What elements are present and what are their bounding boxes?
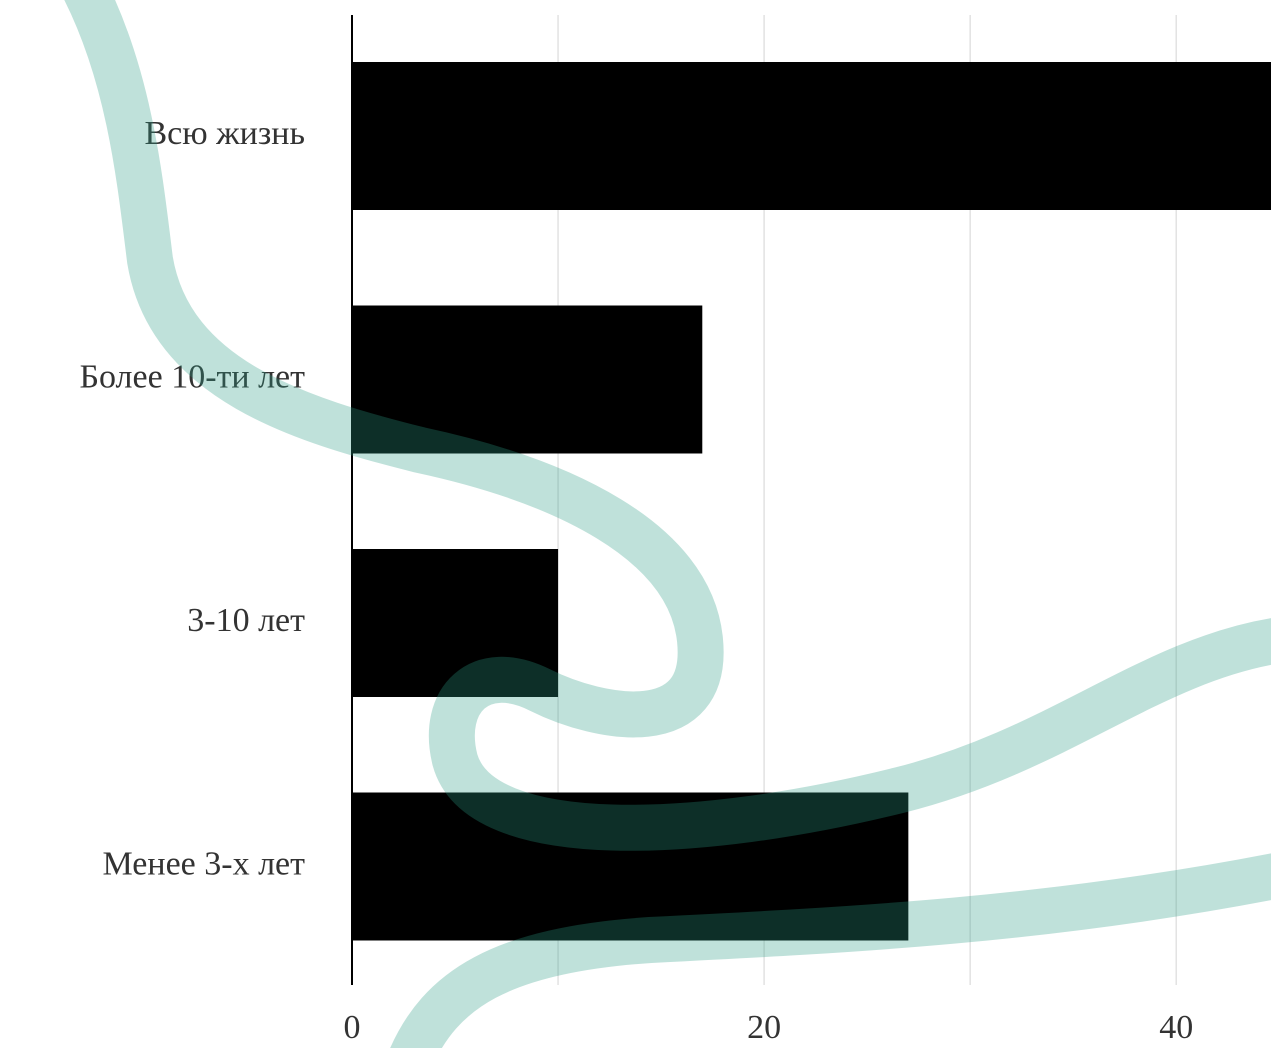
decoration <box>64 0 1271 1048</box>
bar <box>352 305 703 454</box>
y-tick-label: Всю жизнь <box>145 115 306 152</box>
y-tick-label: Более 10-ти лет <box>79 358 305 395</box>
x-tick-label: 20 <box>747 1009 781 1046</box>
bar <box>352 792 909 941</box>
swirl <box>390 853 1271 1048</box>
swirl <box>64 0 1271 851</box>
y-tick-label: 3-10 лет <box>187 602 305 639</box>
bar <box>352 62 1271 210</box>
bar <box>352 549 559 697</box>
y-tick-label: Менее 3-х лет <box>103 845 306 882</box>
x-tick-label: 0 <box>344 1009 361 1046</box>
x-tick-label: 40 <box>1159 1009 1193 1046</box>
plot-area: 0 20 40 Всю жизнь Более 10-ти лет 3-10 лет Мен… <box>79 15 1271 1046</box>
